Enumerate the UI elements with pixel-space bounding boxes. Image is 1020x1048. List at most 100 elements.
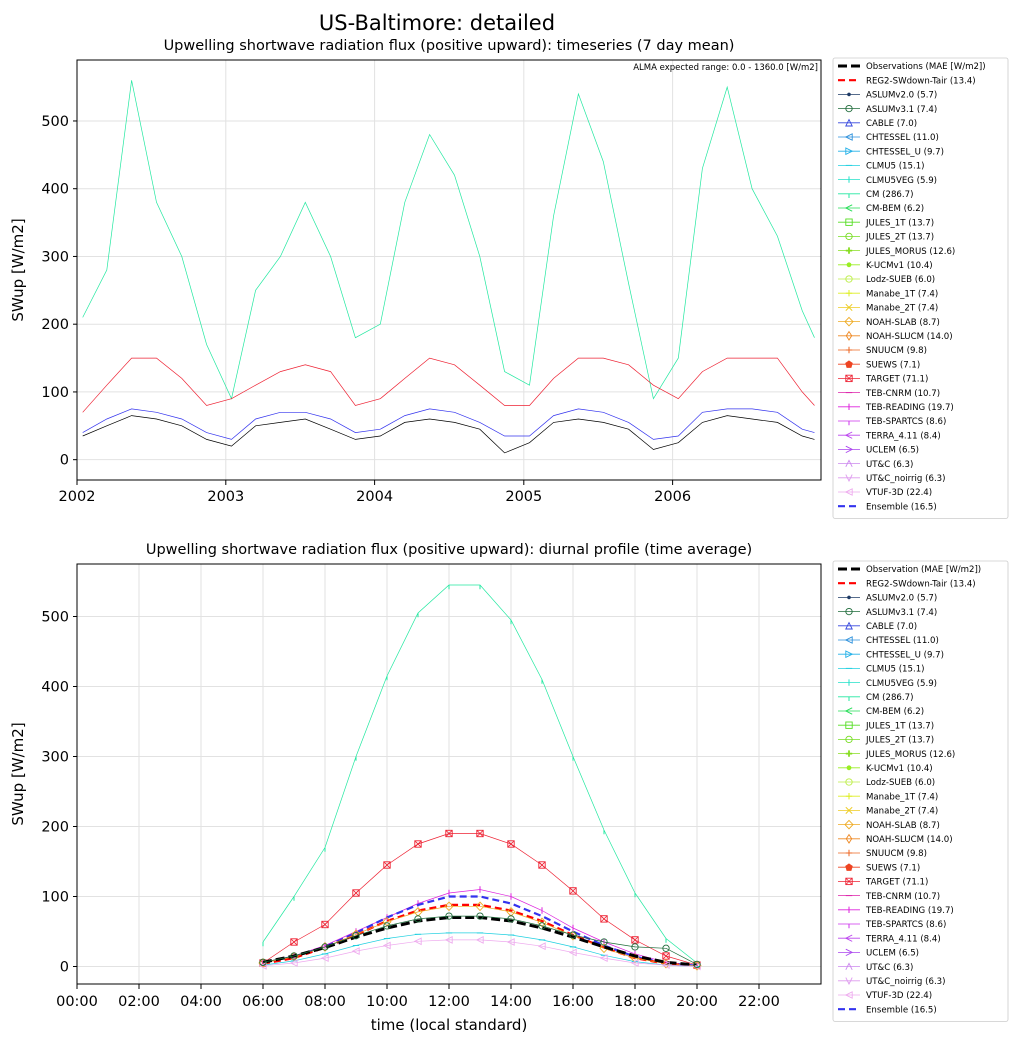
bottom-legend-vtuf-3d-22-4-marker: [844, 991, 853, 999]
top-legend-chtessel-11-0-label: CHTESSEL (11.0): [866, 133, 939, 143]
top-legend-manabe-1t-7-4-label: Manabe_1T (7.4): [866, 289, 938, 299]
bottom-legend-manabe-2t-7-4-marker: [845, 806, 853, 814]
top-legend-ut-c-noirrig-6-3-marker: [845, 474, 853, 483]
top-grid: [76, 60, 821, 480]
top-legend-chtessel-u-9-7-label: CHTESSEL_U (9.7): [866, 147, 944, 157]
top-legend-clmu5-15-1-label: CLMU5 (15.1): [866, 162, 925, 172]
top-legend-uclem-6-5-marker: [845, 445, 854, 454]
top-legend-jules-morus-12-6-label: JULES_MORUS (12.6): [865, 247, 955, 257]
top-series-layer: [82, 80, 815, 454]
bottom-xtick-label-0: 00:00: [56, 994, 98, 1010]
bottom-series-vtuf-3d-22-4-point-6: [258, 961, 267, 970]
bottom-series-vtuf-3d-22-4-point-12: [444, 935, 453, 944]
bottom-series-vtuf-3d-22-4-point-9: [351, 947, 360, 956]
bottom-series-vtuf-3d-22-4-point-7: [289, 959, 298, 967]
bottom-series-target-71-1-point-14: [507, 840, 515, 848]
bottom-series-target-71-1-point-8: [321, 920, 329, 929]
bottom-series-aslumv3-1-7-4-point-10: [383, 922, 391, 930]
bottom-legend-cm-bem-6-2-marker: [844, 707, 853, 715]
bottom-xtick-label-8: 16:00: [552, 994, 594, 1010]
bottom-series-vtuf-3d-22-4: [262, 939, 698, 967]
top-legend-ut-c-6-3-label: UT&C (6.3): [866, 460, 913, 470]
bottom-series-aslumv3-1-7-4-point-18: [631, 943, 639, 951]
bottom-xtick-label-3: 06:00: [242, 994, 284, 1010]
top-legend-target-71-1-marker: [845, 374, 853, 383]
top-legend-jules-1t-13-7-label: JULES_1T (13.7): [865, 218, 934, 228]
bottom-series-target-71-1-point-16: [569, 887, 577, 895]
top-legend-jules-morus-12-6-marker: [845, 247, 853, 254]
top-legend-frame: [832, 57, 1009, 519]
bottom-legend-noah-slab-8-7-label: NOAH-SLAB (8.7): [866, 821, 940, 831]
top-legend-teb-spartcs-8-6-label: TEB-SPARTCS (8.6): [865, 417, 946, 427]
bottom-legend-chtessel-11-0-marker: [844, 636, 853, 644]
bottom-chart-title: Upwelling shortwave radiation flux (posi…: [146, 542, 752, 558]
top-legend-suews-7-1-marker: [845, 360, 853, 368]
bottom-legend-jules-morus-12-6-marker: [845, 750, 853, 757]
bottom-legend-reg2-swdown-tair-13-4-label: REG2-SWdown-Tair (13.4): [866, 579, 976, 589]
bottom-legend-ut-c-6-3-marker: [845, 962, 853, 971]
top-series-target-71-1: [82, 357, 815, 413]
top-legend-terra-4-11-8-4-label: TERRA_4.11 (8.4): [865, 431, 941, 441]
bottom-legend-snuucm-9-8-marker: [845, 849, 853, 857]
bottom-series-vtuf-3d-22-4-point-16: [568, 948, 577, 957]
bottom-series-vtuf-3d-22-4-point-18: [630, 959, 639, 967]
bottom-series-aslumv3-1-7-4-point-8: [321, 943, 329, 951]
bottom-legend-snuucm-9-8-label: SNUUCM (9.8): [866, 849, 927, 859]
bottom-ytick-label-400: 400: [41, 680, 69, 696]
top-legend-cable-7-0-marker: [845, 118, 853, 127]
top-legend-k-ucmv1-10-4-label: K-UCMv1 (10.4): [866, 261, 933, 271]
bottom-legend-aslumv3-1-7-4-label: ASLUMv3.1 (7.4): [866, 608, 937, 618]
bottom-series-aslumv3-1-7-4-point-20: [693, 960, 701, 969]
bottom-series-vtuf-3d-22-4-point-13: [475, 935, 484, 944]
bottom-legend-frame: [832, 560, 1009, 1022]
bottom-legend-teb-spartcs-8-6-label: TEB-SPARTCS (8.6): [865, 920, 946, 930]
bottom-legend-jules-2t-13-7-label: JULES_2T (13.7): [865, 736, 934, 746]
bottom-series-target-71-1-point-18: [631, 936, 639, 944]
bottom-series-target-71-1-point-7: [290, 938, 298, 946]
bottom-legend-cable-7-0-label: CABLE (7.0): [866, 622, 917, 632]
top-ytick-label-0: 0: [60, 453, 69, 469]
top-series-cm-286-7: [82, 80, 815, 400]
top-ytick-label-200: 200: [41, 317, 69, 333]
top-legend-snuucm-9-8-label: SNUUCM (9.8): [866, 346, 927, 356]
bottom-series-noah-slab-8-7-point-15: [537, 917, 547, 928]
bottom-legend-ut-c-noirrig-6-3-label: UT&C_noirrig (6.3): [866, 977, 946, 987]
top-x-axis: 2002 2003 2004 2005 2006: [59, 480, 691, 505]
top-y-axis-label: SWup [W/m2]: [9, 218, 27, 321]
bottom-series-aslumv3-1-7-4-point-19: [662, 944, 670, 952]
bottom-series-aslumv3-1-7-4-point-16: [569, 931, 577, 939]
top-legend-lodz-sueb-6-0-marker: [845, 275, 853, 283]
bottom-legend-chtessel-u-9-7-marker: [845, 650, 854, 659]
bottom-legend-clmu5-15-1-label: CLMU5 (15.1): [866, 665, 925, 675]
bottom-series-aslumv3-1-7-4-point-9: [352, 932, 360, 940]
top-legend-manabe-1t-7-4-marker: [845, 290, 853, 297]
bottom-series-aslumv3-1-7-4-point-15: [538, 922, 546, 930]
top-legend-target-71-1-label: TARGET (71.1): [865, 375, 928, 385]
bottom-ytick-label-500: 500: [41, 610, 69, 626]
top-ytick-label-400: 400: [41, 182, 69, 198]
top-legend-lodz-sueb-6-0-label: Lodz-SUEB (6.0): [866, 275, 935, 285]
top-legend-ensemble-16-5-label: Ensemble (16.5): [866, 502, 937, 512]
bottom-ytick-label-100: 100: [41, 890, 69, 906]
top-legend-uclem-6-5-label: UCLEM (6.5): [866, 446, 919, 456]
bottom-grid: [76, 564, 821, 984]
top-legend-aslumv3-1-7-4-label: ASLUMv3.1 (7.4): [866, 105, 937, 115]
bottom-legend-k-ucmv1-10-4-label: K-UCMv1 (10.4): [866, 764, 933, 774]
top-legend-manabe-2t-7-4-label: Manabe_2T (7.4): [866, 304, 938, 314]
bottom-legend-aslumv2-0-5-7-marker: [847, 595, 851, 600]
bottom-x-axis: 00:00 02:00 04:00 06:00 08:00 10:00 12:00 14:00…: [56, 984, 780, 1010]
bottom-legend-cm-286-7-label: CM (286.7): [866, 693, 913, 703]
bottom-series-target-71-1-point-11: [414, 840, 422, 848]
bottom-legend-jules-2t-13-7-marker: [845, 735, 853, 744]
top-xtick-label-2003: 2003: [207, 489, 244, 505]
top-legend-observations-mae-w-m2-label: Observations (MAE [W/m2]): [866, 62, 986, 72]
bottom-series-noah-slab-8-7-point-12: [444, 901, 454, 912]
bottom-legend-jules-1t-13-7-label: JULES_1T (13.7): [865, 721, 934, 731]
bottom-series-vtuf-3d-22-4-point-10: [382, 941, 391, 950]
bottom-legend-observation-mae-w-m2-label: Observation (MAE [W/m2]): [866, 565, 981, 575]
top-legend-noah-slucm-14-0-marker: [845, 330, 853, 341]
bottom-legend-uclem-6-5-label: UCLEM (6.5): [866, 949, 919, 959]
bottom-legend-chtessel-u-9-7-label: CHTESSEL_U (9.7): [866, 650, 944, 660]
bottom-y-axis: 0 100 200 300 400 500: [41, 610, 77, 976]
